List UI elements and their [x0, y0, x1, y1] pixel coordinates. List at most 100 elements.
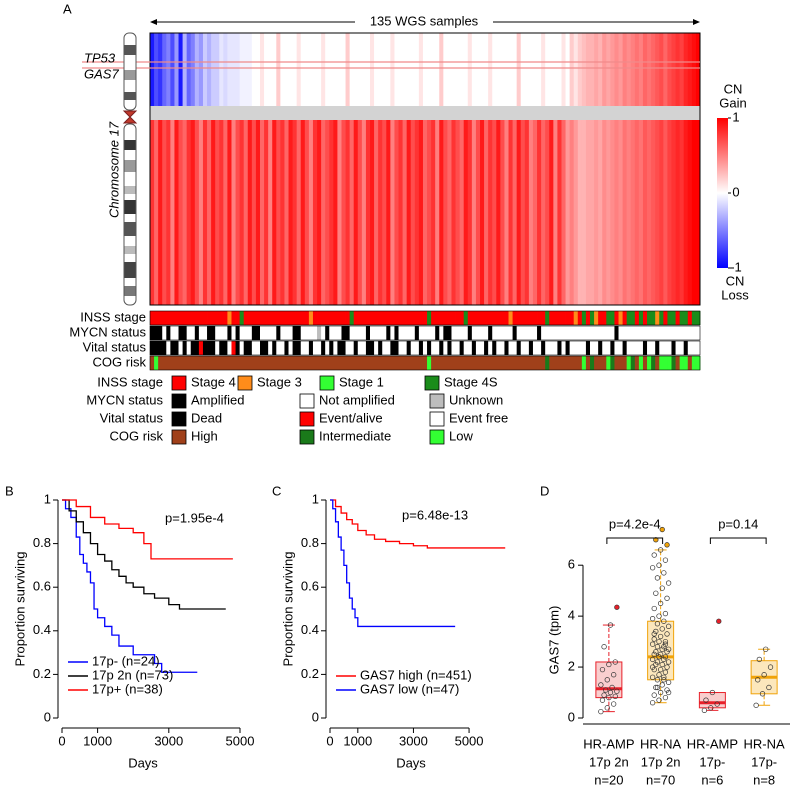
- track-cell: [679, 341, 685, 355]
- heatmap-cell: [284, 120, 289, 305]
- track-cell: [492, 356, 497, 370]
- track-cell: [365, 356, 371, 370]
- track-cell: [312, 311, 318, 325]
- track-cell: [402, 326, 408, 340]
- track-label: Vital status: [83, 339, 147, 354]
- heatmap-cell: [663, 120, 668, 305]
- track-cell: [467, 341, 473, 355]
- track-cell: [443, 311, 448, 325]
- heatmap-cell: [162, 120, 167, 305]
- heatmap-cell: [304, 120, 310, 305]
- track-cell: [614, 326, 619, 340]
- track-cell: [337, 311, 342, 325]
- heatmap-cell: [186, 33, 192, 106]
- track-cell: [455, 311, 461, 325]
- heatmap-cell: [565, 120, 571, 305]
- track-cell: [333, 311, 338, 325]
- x-axis-title: Days: [396, 755, 426, 770]
- track-cell: [190, 356, 196, 370]
- track-cell: [231, 356, 236, 370]
- track-cell: [170, 341, 175, 355]
- track-cell: [296, 341, 302, 355]
- track-cell: [691, 311, 697, 325]
- track-cell: [300, 311, 306, 325]
- track-cell: [357, 311, 363, 325]
- legend-swatch: [171, 411, 187, 427]
- track-cell: [198, 311, 204, 325]
- track-cell: [569, 341, 575, 355]
- colorbar-title: Loss: [721, 287, 749, 302]
- track-cell: [671, 311, 676, 325]
- track-cell: [557, 356, 562, 370]
- heatmap-cell: [691, 33, 697, 106]
- heatmap-cell: [553, 33, 558, 106]
- data-point: [656, 672, 662, 678]
- heatmap-cell: [386, 120, 391, 305]
- track-cell: [683, 311, 689, 325]
- heatmap-cell: [243, 33, 249, 106]
- data-point: [599, 666, 606, 673]
- heatmap-cell: [418, 120, 424, 305]
- track-cell: [695, 326, 701, 340]
- heatmap-cell: [247, 33, 253, 106]
- track-cell: [475, 311, 481, 325]
- track-cell: [349, 341, 355, 355]
- track-cell: [317, 311, 322, 325]
- track-cell: [382, 326, 387, 340]
- heatmap-cell: [329, 33, 334, 106]
- track-cell: [370, 311, 375, 325]
- heatmap-cell: [480, 120, 485, 305]
- heatmap-cell: [447, 120, 452, 305]
- track-cell: [630, 326, 636, 340]
- track-cell: [520, 326, 526, 340]
- track-cell: [565, 311, 571, 325]
- legend-label: Not amplified: [319, 392, 395, 407]
- track-cell: [406, 326, 412, 340]
- heatmap-cell: [630, 33, 636, 106]
- heatmap-cell: [337, 120, 342, 305]
- heatmap-cell: [541, 33, 546, 106]
- legend-label: Event free: [449, 410, 508, 425]
- heatmap-cell: [333, 33, 338, 106]
- heatmap-cell: [590, 33, 595, 106]
- heatmap-cell: [190, 120, 196, 305]
- data-point: [659, 526, 665, 533]
- legend-row-label: COG risk: [110, 428, 164, 443]
- colorbar: [717, 118, 728, 268]
- track-cell: [374, 311, 379, 325]
- track-cell: [154, 341, 159, 355]
- track-cell: [504, 356, 509, 370]
- heatmap-cell: [581, 33, 587, 106]
- track-cell: [634, 326, 640, 340]
- track-cell: [606, 341, 611, 355]
- heatmap-cell: [158, 120, 163, 305]
- heatmap-cell: [255, 33, 261, 106]
- data-point: [612, 659, 618, 665]
- track-cell: [549, 341, 554, 355]
- track-cell: [667, 311, 672, 325]
- track-cell: [190, 326, 196, 340]
- heatmap-cell: [317, 33, 322, 106]
- track-cell: [251, 356, 257, 370]
- track-cell: [504, 341, 509, 355]
- heatmap-cell: [219, 120, 224, 305]
- heatmap-cell: [288, 33, 293, 106]
- heatmap-cell: [671, 33, 676, 106]
- track-cell: [455, 341, 461, 355]
- track-cell: [467, 311, 473, 325]
- heatmap-cell: [553, 120, 558, 305]
- track-cell: [610, 356, 615, 370]
- heatmap-cell: [618, 33, 623, 106]
- track-cell: [418, 356, 424, 370]
- track-cell: [308, 341, 314, 355]
- track-cell: [459, 356, 465, 370]
- heatmap-cell: [427, 120, 432, 305]
- track-cell: [520, 311, 526, 325]
- heatmap-cell: [341, 120, 346, 305]
- track-cell: [638, 356, 644, 370]
- track-cell: [647, 356, 652, 370]
- track-cell: [545, 356, 550, 370]
- heatmap-cell: [590, 120, 595, 305]
- y-tick-label: 0.4: [33, 622, 51, 637]
- track-cell: [374, 326, 379, 340]
